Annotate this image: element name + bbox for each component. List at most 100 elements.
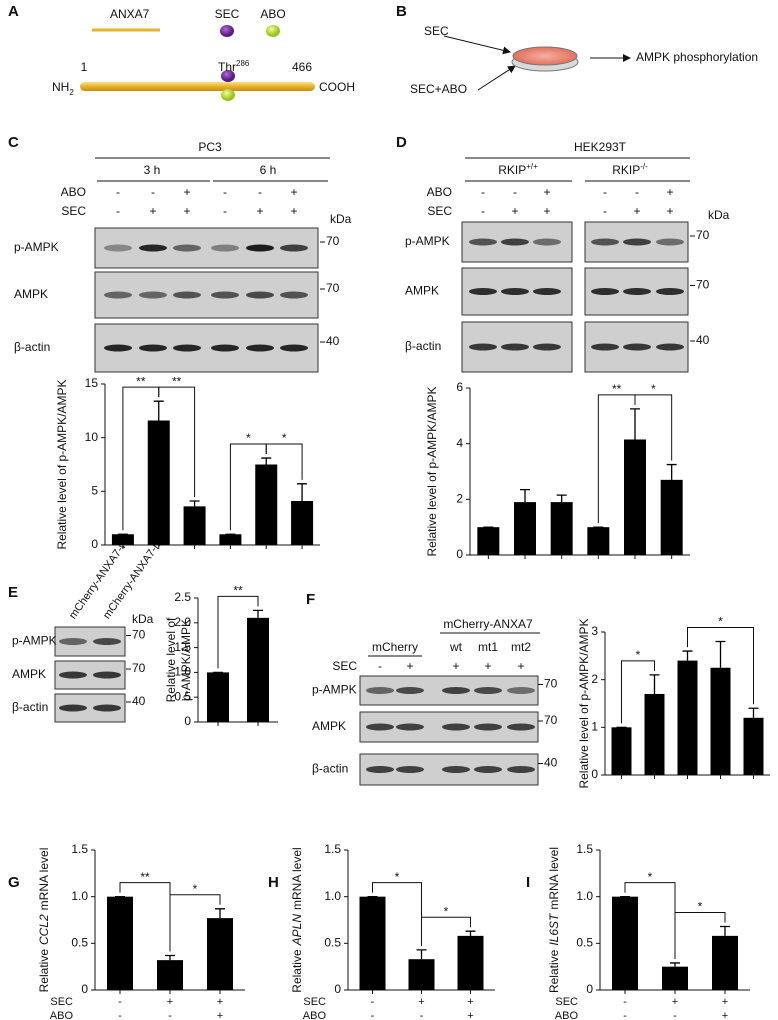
label: RKIP+/+ (498, 162, 538, 178)
error-bar (465, 930, 476, 936)
bar (662, 966, 688, 990)
band (442, 723, 470, 731)
significance-bracket (265, 443, 303, 480)
label: Relative level of (164, 617, 178, 702)
label: AMPK (12, 667, 46, 681)
label: + (543, 185, 550, 199)
error-bar (165, 954, 175, 961)
label: 40 (696, 333, 710, 347)
label: A (8, 3, 19, 20)
label: - (673, 1010, 677, 1020)
bar (219, 534, 242, 545)
bar (408, 959, 435, 990)
band (59, 671, 87, 679)
label-part: mRNA level (290, 847, 304, 910)
band (173, 244, 201, 252)
abo-dot (221, 89, 235, 101)
y-axis-label: Relative CCL2 mRNA level (37, 848, 51, 993)
label: - (513, 185, 517, 199)
label: 70 (696, 278, 710, 292)
label: - (603, 185, 607, 199)
label: - (603, 204, 607, 218)
error-bar (189, 500, 200, 507)
label: SEC+ABO (410, 82, 467, 96)
bar (291, 500, 314, 545)
label: 0 (591, 767, 598, 781)
bar (183, 506, 206, 545)
label: + (517, 659, 524, 673)
label: SEC (555, 996, 578, 1008)
label: SEC (424, 24, 449, 38)
label: - (371, 996, 375, 1008)
label: 5 (91, 484, 98, 498)
band (139, 344, 167, 352)
label: + (672, 996, 678, 1008)
band (474, 723, 502, 731)
band (280, 244, 308, 252)
label: + (290, 185, 297, 199)
label: p-AMPK (312, 683, 357, 697)
error-bar (261, 457, 272, 465)
sec-dot (221, 70, 235, 82)
band (139, 244, 167, 252)
label: 2 (591, 672, 598, 686)
label: + (467, 1010, 473, 1020)
label: 15 (85, 376, 99, 390)
label: + (167, 996, 173, 1008)
label-part: RKIP (498, 163, 526, 177)
label: 2.0 (174, 615, 191, 629)
label: - (168, 1010, 172, 1020)
band (246, 244, 274, 252)
label: AMPK (405, 284, 439, 298)
label: * (282, 431, 287, 445)
band (591, 343, 619, 351)
bar (677, 660, 698, 775)
label: + (183, 185, 190, 199)
band (396, 766, 424, 773)
label: RKIP-/- (612, 162, 648, 178)
label: 0 (586, 982, 593, 996)
label: 0.5 (174, 689, 191, 703)
bar (611, 727, 632, 775)
label: - (371, 1010, 375, 1020)
label: 10 (85, 430, 99, 444)
label: p-AMPK (14, 240, 59, 254)
label: COOH (319, 80, 355, 94)
label: 70 (544, 713, 558, 727)
label: 0.5 (576, 936, 593, 950)
label: 70 (544, 677, 558, 691)
band (93, 671, 121, 679)
label: β-actin (12, 700, 48, 714)
band (59, 638, 87, 645)
label: ABO (50, 1010, 74, 1020)
label: + (633, 204, 640, 218)
label: I (526, 874, 530, 891)
label-part: +/+ (526, 162, 538, 171)
bar (255, 464, 278, 545)
label: 40 (544, 756, 558, 770)
label: β-actin (405, 339, 441, 353)
label: * (648, 870, 653, 884)
band (104, 291, 132, 299)
band (366, 723, 394, 731)
label: 70 (326, 234, 340, 248)
arrow (443, 35, 511, 55)
label: 4 (456, 436, 463, 450)
band (474, 687, 502, 694)
band (396, 723, 424, 731)
error-bar (416, 949, 427, 960)
label: kDa (132, 612, 154, 626)
label: * (444, 904, 449, 918)
label: - (635, 185, 639, 199)
bar (157, 960, 183, 990)
label: SEC (303, 996, 326, 1008)
label: ** (136, 374, 146, 388)
error-bar (649, 674, 660, 694)
label: - (118, 1010, 122, 1020)
label: NH2 (52, 80, 74, 96)
label: 1.0 (576, 889, 593, 903)
band (211, 291, 239, 299)
bar (587, 527, 610, 555)
band (469, 238, 497, 246)
